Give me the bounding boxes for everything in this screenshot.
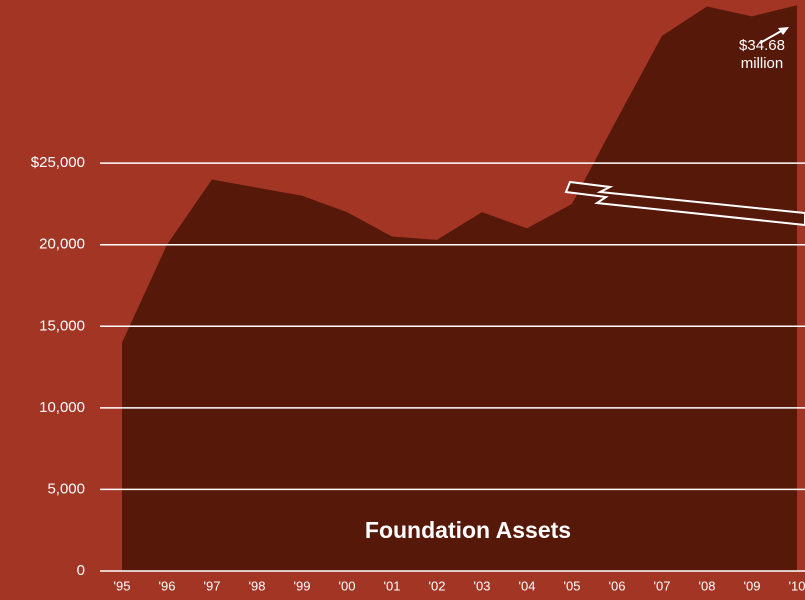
- x-tick-label: '07: [654, 578, 671, 593]
- x-tick-label: '03: [474, 578, 491, 593]
- x-tick-label: '96: [159, 578, 176, 593]
- x-tick-label: '04: [519, 578, 536, 593]
- x-tick-label: '06: [609, 578, 626, 593]
- y-tick-label: $25,000: [31, 154, 85, 171]
- x-tick-label: '10: [789, 578, 805, 593]
- x-tick-label: '08: [699, 578, 716, 593]
- x-tick-label: '98: [249, 578, 266, 593]
- y-tick-label: 10,000: [39, 399, 85, 416]
- x-tick-label: '02: [429, 578, 446, 593]
- x-tick-label: '00: [339, 578, 356, 593]
- area: [122, 5, 797, 571]
- y-tick-label: 15,000: [39, 317, 85, 334]
- x-tick-label: '05: [564, 578, 581, 593]
- annotation: $34.68 million: [739, 37, 785, 72]
- annotation-arrowhead: [778, 27, 789, 35]
- x-tick-label: '09: [744, 578, 761, 593]
- axis-break: [564, 180, 805, 227]
- x-tick-label: '95: [114, 578, 131, 593]
- chart-title: Foundation Assets: [365, 517, 571, 543]
- x-tick-label: '01: [384, 578, 401, 593]
- annotation-arrow: [759, 29, 784, 44]
- y-tick-label: 0: [77, 562, 85, 579]
- grid-layer: [100, 162, 805, 572]
- y-tick-label: 20,000: [39, 236, 85, 253]
- x-tick-label: '99: [294, 578, 311, 593]
- y-tick-label: 5,000: [47, 480, 85, 497]
- x-tick-label: '97: [204, 578, 221, 593]
- area-layer: [122, 5, 797, 571]
